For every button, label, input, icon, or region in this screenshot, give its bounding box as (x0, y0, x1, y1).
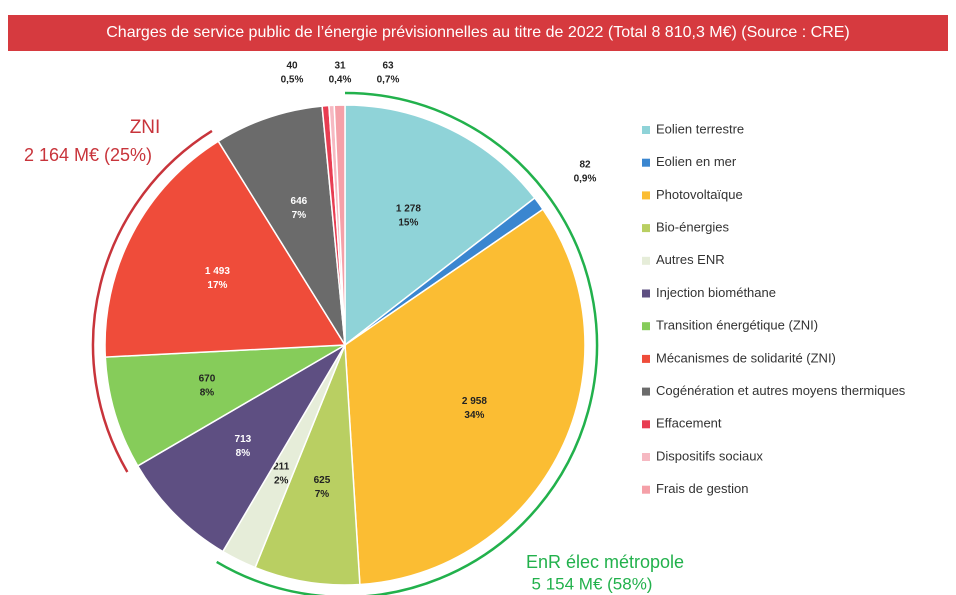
value-label: 63 (382, 61, 394, 72)
legend-label: Autres ENR (656, 252, 725, 267)
pie-slice (344, 104, 536, 347)
title-bar (8, 15, 948, 51)
legend-swatch (642, 420, 650, 429)
legend-swatch (642, 322, 650, 331)
legend-swatch (642, 354, 650, 363)
pie-slice (104, 140, 347, 358)
value-label: 646 (291, 196, 308, 207)
percent-label: 2% (274, 476, 289, 487)
pie-slice (333, 104, 346, 346)
percent-label: 7% (315, 489, 330, 500)
legend-label: Photovoltaïque (656, 187, 743, 202)
legend-swatch (642, 485, 650, 494)
legend-swatch (642, 387, 650, 396)
percent-label: 17% (207, 280, 227, 291)
legend-label: Mécanismes de solidarité (ZNI) (656, 350, 836, 365)
percent-label: 8% (200, 388, 215, 399)
annotation-text: 2 164 M€ (25%) (24, 145, 152, 165)
percent-label: 0,4% (329, 75, 352, 86)
legend-label: Effacement (656, 416, 722, 431)
legend-label: Injection biométhane (656, 285, 776, 300)
percent-label: 0,5% (281, 75, 304, 86)
pie-slice (104, 344, 346, 467)
legend-swatch (642, 126, 650, 134)
enr-arc (216, 91, 599, 595)
value-label: 2 958 (462, 396, 487, 407)
pie-slice (254, 344, 361, 586)
legend-label: Eolien terrestre (656, 121, 744, 136)
value-label: 670 (199, 374, 216, 385)
legend-swatch (642, 453, 650, 461)
value-label: 40 (286, 61, 298, 72)
legend-label: Cogénération et autres moyens thermiques (656, 383, 906, 398)
legend-label: Dispositifs sociaux (656, 448, 763, 463)
value-label: 82 (579, 160, 591, 171)
value-label: 625 (314, 475, 331, 486)
value-label: 713 (235, 434, 252, 445)
pie-slice (344, 208, 586, 586)
value-label: 1 493 (205, 266, 230, 277)
legend-label: Transition énergétique (ZNI) (656, 318, 818, 333)
percent-label: 8% (236, 448, 251, 459)
annotation-title: EnR élec métropole (526, 552, 684, 572)
pie-slice (136, 342, 348, 553)
annotation-text: 5 154 M€ (58%) (532, 574, 653, 593)
legend-label: Eolien en mer (656, 154, 737, 169)
legend-swatch (642, 191, 650, 200)
percent-label: 0,7% (377, 75, 400, 86)
percent-label: 7% (292, 210, 307, 221)
legend-swatch (642, 289, 650, 298)
percent-label: 15% (398, 217, 418, 228)
percent-label: 34% (464, 410, 484, 421)
pie-slice (217, 105, 346, 346)
percent-label: 0,9% (574, 174, 597, 185)
annotation-title: ZNI (130, 117, 161, 138)
legend-swatch (642, 224, 650, 233)
zni-arc (91, 129, 213, 473)
value-label: 1 278 (396, 203, 421, 214)
value-label: 211 (273, 462, 290, 473)
chart-title: Charges de service public de l’énergie p… (106, 24, 850, 41)
legend-swatch (642, 158, 650, 167)
value-label: 31 (334, 61, 346, 72)
legend-label: Bio-énergies (656, 220, 729, 235)
legend-swatch (642, 256, 650, 265)
legend-label: Frais de gestion (656, 481, 749, 496)
